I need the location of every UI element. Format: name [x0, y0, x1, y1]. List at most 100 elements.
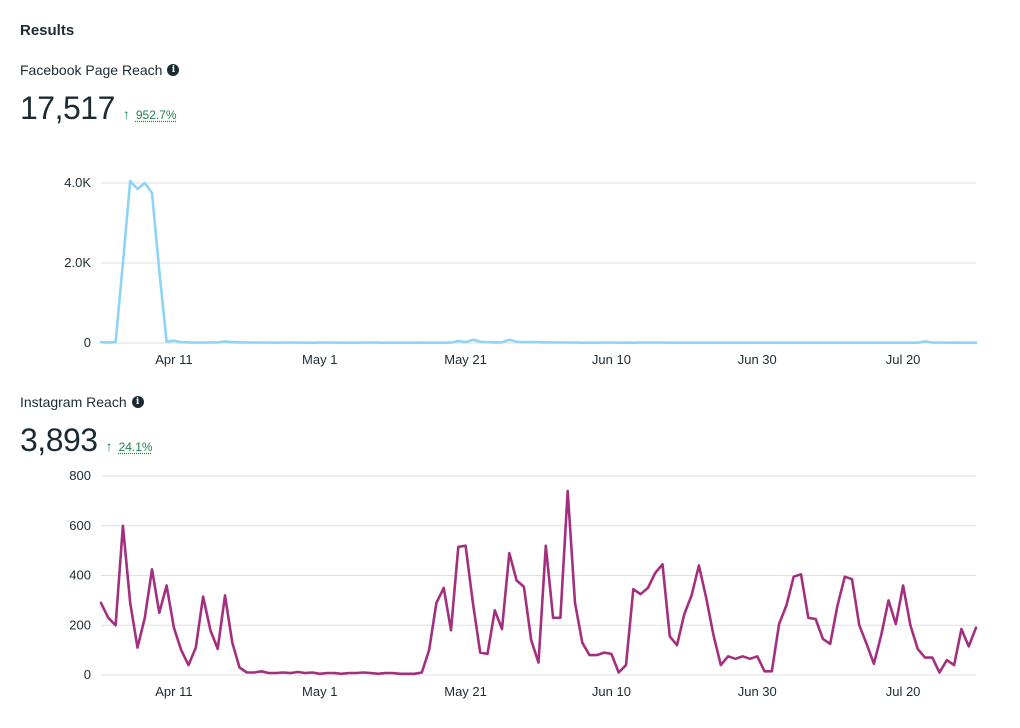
- instagram-reach-data-point[interactable]: [383, 671, 388, 676]
- facebook-reach-data-point[interactable]: [879, 340, 884, 345]
- instagram-reach-data-point[interactable]: [558, 615, 563, 620]
- instagram-reach-data-point[interactable]: [667, 634, 672, 639]
- instagram-reach-data-point[interactable]: [609, 651, 614, 656]
- facebook-reach-data-point[interactable]: [565, 340, 570, 345]
- facebook-reach-data-point[interactable]: [748, 340, 753, 345]
- instagram-reach-data-point[interactable]: [937, 670, 942, 675]
- instagram-reach-data-point[interactable]: [573, 600, 578, 605]
- facebook-reach-data-point[interactable]: [427, 340, 432, 345]
- instagram-reach-data-point[interactable]: [463, 543, 468, 548]
- facebook-reach-data-point[interactable]: [171, 338, 176, 343]
- instagram-reach-data-point[interactable]: [478, 650, 483, 655]
- facebook-reach-data-point[interactable]: [201, 340, 206, 345]
- instagram-reach-data-point[interactable]: [288, 671, 293, 676]
- facebook-reach-data-point[interactable]: [113, 340, 118, 345]
- facebook-reach-data-point[interactable]: [959, 340, 964, 345]
- facebook-reach-data-point[interactable]: [813, 340, 818, 345]
- instagram-reach-data-point[interactable]: [259, 669, 264, 674]
- instagram-reach-data-point[interactable]: [551, 615, 556, 620]
- instagram-reach-delta[interactable]: ↑ 24.1%: [106, 438, 153, 454]
- instagram-reach-data-point[interactable]: [354, 671, 359, 676]
- facebook-reach-data-point[interactable]: [594, 340, 599, 345]
- instagram-reach-data-point[interactable]: [230, 640, 235, 645]
- instagram-reach-data-point[interactable]: [252, 670, 257, 675]
- instagram-reach-data-point[interactable]: [638, 592, 643, 597]
- facebook-reach-data-point[interactable]: [696, 340, 701, 345]
- instagram-reach-data-point[interactable]: [740, 654, 745, 659]
- instagram-reach-data-point[interactable]: [310, 670, 315, 675]
- facebook-reach-data-point[interactable]: [762, 340, 767, 345]
- facebook-reach-data-point[interactable]: [128, 179, 133, 184]
- facebook-reach-series-line[interactable]: [99, 179, 978, 344]
- instagram-reach-data-point[interactable]: [470, 600, 475, 605]
- instagram-reach-data-point[interactable]: [857, 623, 862, 628]
- facebook-reach-data-point[interactable]: [485, 340, 490, 345]
- instagram-reach-data-point[interactable]: [748, 656, 753, 661]
- instagram-reach-data-point[interactable]: [536, 660, 541, 665]
- instagram-reach-data-point[interactable]: [835, 603, 840, 608]
- instagram-reach-data-point[interactable]: [266, 671, 271, 676]
- facebook-reach-data-point[interactable]: [930, 340, 935, 345]
- facebook-reach-data-point[interactable]: [733, 340, 738, 345]
- instagram-reach-data-point[interactable]: [171, 625, 176, 630]
- facebook-reach-data-point[interactable]: [492, 340, 497, 345]
- instagram-reach-data-point[interactable]: [500, 627, 505, 632]
- instagram-reach-data-point[interactable]: [959, 627, 964, 632]
- instagram-reach-data-point[interactable]: [142, 615, 147, 620]
- facebook-reach-data-point[interactable]: [740, 340, 745, 345]
- facebook-reach-data-point[interactable]: [259, 340, 264, 345]
- instagram-reach-data-point[interactable]: [799, 572, 804, 577]
- facebook-reach-data-point[interactable]: [390, 340, 395, 345]
- instagram-reach-data-point[interactable]: [485, 651, 490, 656]
- facebook-reach-data-point[interactable]: [660, 340, 665, 345]
- facebook-reach-data-point[interactable]: [463, 340, 468, 345]
- instagram-reach-data-point[interactable]: [602, 650, 607, 655]
- facebook-reach-data-point[interactable]: [339, 340, 344, 345]
- instagram-reach-data-point[interactable]: [492, 608, 497, 613]
- instagram-reach-data-point[interactable]: [908, 623, 913, 628]
- facebook-reach-data-point[interactable]: [638, 340, 643, 345]
- instagram-reach-data-point[interactable]: [376, 671, 381, 676]
- facebook-reach-data-point[interactable]: [295, 340, 300, 345]
- instagram-reach-data-point[interactable]: [303, 671, 308, 676]
- facebook-reach-data-point[interactable]: [828, 340, 833, 345]
- instagram-reach-data-point[interactable]: [339, 671, 344, 676]
- facebook-reach-data-point[interactable]: [120, 261, 125, 266]
- instagram-reach-data-point[interactable]: [157, 610, 162, 615]
- instagram-reach-data-point[interactable]: [295, 670, 300, 675]
- instagram-reach-data-point[interactable]: [879, 633, 884, 638]
- facebook-reach-data-point[interactable]: [310, 340, 315, 345]
- facebook-reach-data-point[interactable]: [99, 340, 104, 345]
- facebook-reach-data-point[interactable]: [799, 340, 804, 345]
- facebook-reach-data-point[interactable]: [456, 339, 461, 344]
- instagram-reach-data-point[interactable]: [726, 654, 731, 659]
- instagram-reach-data-point[interactable]: [390, 671, 395, 676]
- instagram-reach-data-point[interactable]: [361, 670, 366, 675]
- facebook-reach-data-point[interactable]: [944, 340, 949, 345]
- facebook-reach-data-point[interactable]: [543, 340, 548, 345]
- instagram-reach-data-point[interactable]: [405, 671, 410, 676]
- facebook-reach-data-point[interactable]: [820, 340, 825, 345]
- instagram-reach-data-point[interactable]: [631, 587, 636, 592]
- instagram-reach-data-point[interactable]: [864, 641, 869, 646]
- instagram-reach-data-point[interactable]: [711, 633, 716, 638]
- instagram-reach-data-point[interactable]: [274, 671, 279, 676]
- instagram-reach-data-point[interactable]: [689, 593, 694, 598]
- instagram-reach-data-point[interactable]: [208, 628, 213, 633]
- facebook-reach-data-point[interactable]: [937, 340, 942, 345]
- instagram-reach-data-point[interactable]: [514, 578, 519, 583]
- facebook-reach-data-point[interactable]: [223, 339, 228, 344]
- instagram-reach-data-point[interactable]: [704, 595, 709, 600]
- instagram-reach-data-point[interactable]: [813, 617, 818, 622]
- instagram-reach-data-point[interactable]: [346, 671, 351, 676]
- facebook-reach-data-point[interactable]: [718, 340, 723, 345]
- facebook-reach-data-point[interactable]: [806, 340, 811, 345]
- instagram-reach-data-point[interactable]: [733, 656, 738, 661]
- instagram-reach-data-point[interactable]: [201, 594, 206, 599]
- facebook-reach-data-point[interactable]: [346, 340, 351, 345]
- info-icon[interactable]: i: [167, 64, 180, 76]
- facebook-reach-data-point[interactable]: [376, 340, 381, 345]
- facebook-reach-data-point[interactable]: [419, 340, 424, 345]
- facebook-reach-data-point[interactable]: [274, 340, 279, 345]
- facebook-reach-data-point[interactable]: [281, 340, 286, 345]
